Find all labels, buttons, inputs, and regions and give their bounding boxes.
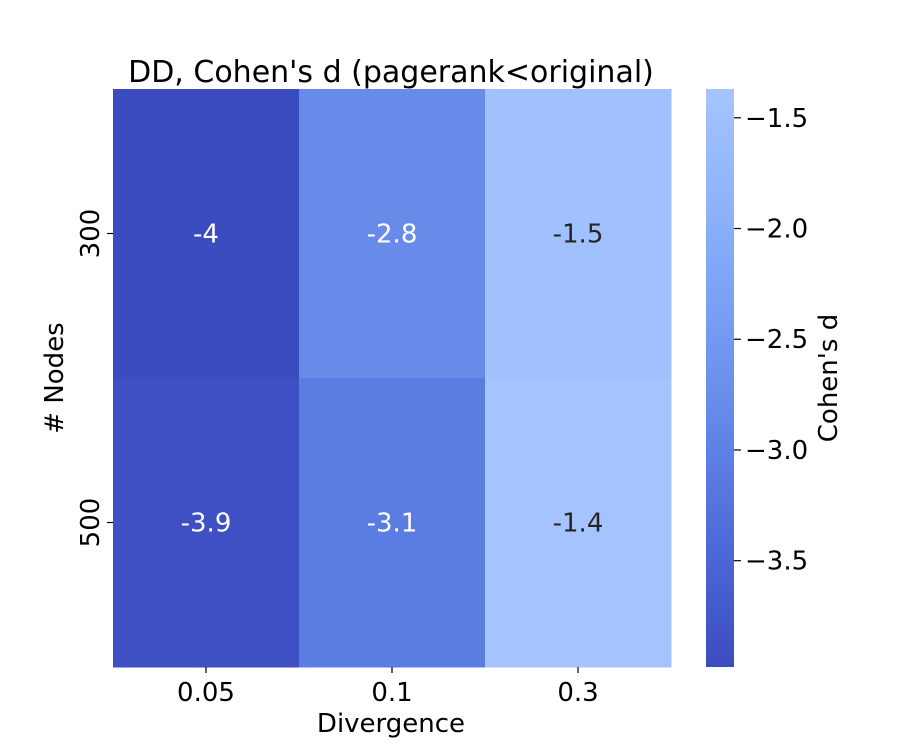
heatmap-cell [113,89,300,379]
cell-value-label: -2.8 [367,220,418,250]
y-tick-label: 300 [76,209,106,259]
colorbar-tick-label: −1.5 [745,104,808,134]
cell-value-label: -4 [193,220,219,250]
cell-value-label: -1.4 [553,509,604,539]
colorbar-label: Cohen's d [814,314,844,442]
heatmap-cell-labels: -4 -2.8 -1.5 -3.9 -3.1 -1.4 [181,220,604,539]
colorbar: −1.5 −2.0 −2.5 −3.0 −3.5 [706,89,808,667]
x-axis: 0.05 0.1 0.3 [177,667,599,708]
y-axis: 300 500 [76,209,113,548]
y-axis-label: # Nodes [40,322,70,433]
colorbar-tick-label: −3.0 [745,436,808,466]
heatmap-cell [299,89,486,379]
colorbar-tick-label: −2.5 [745,325,808,355]
heatmap-cells [113,89,672,668]
heatmap-cell [299,378,486,668]
x-tick-label: 0.1 [371,678,412,708]
colorbar-tick-label: −3.5 [745,547,808,577]
heatmap-cell [485,378,672,668]
cell-value-label: -3.9 [181,509,232,539]
x-axis-label: Divergence [317,709,465,739]
cell-value-label: -3.1 [367,509,418,539]
heatmap-cell [113,378,300,668]
heatmap-cell [485,89,672,379]
colorbar-gradient [706,89,734,667]
colorbar-tick-label: −2.0 [745,215,808,245]
x-tick-label: 0.3 [557,678,598,708]
y-tick-label: 500 [76,498,106,548]
chart-title: DD, Cohen's d (pagerank<original) [128,55,654,90]
cell-value-label: -1.5 [553,220,604,250]
x-tick-label: 0.05 [177,678,235,708]
